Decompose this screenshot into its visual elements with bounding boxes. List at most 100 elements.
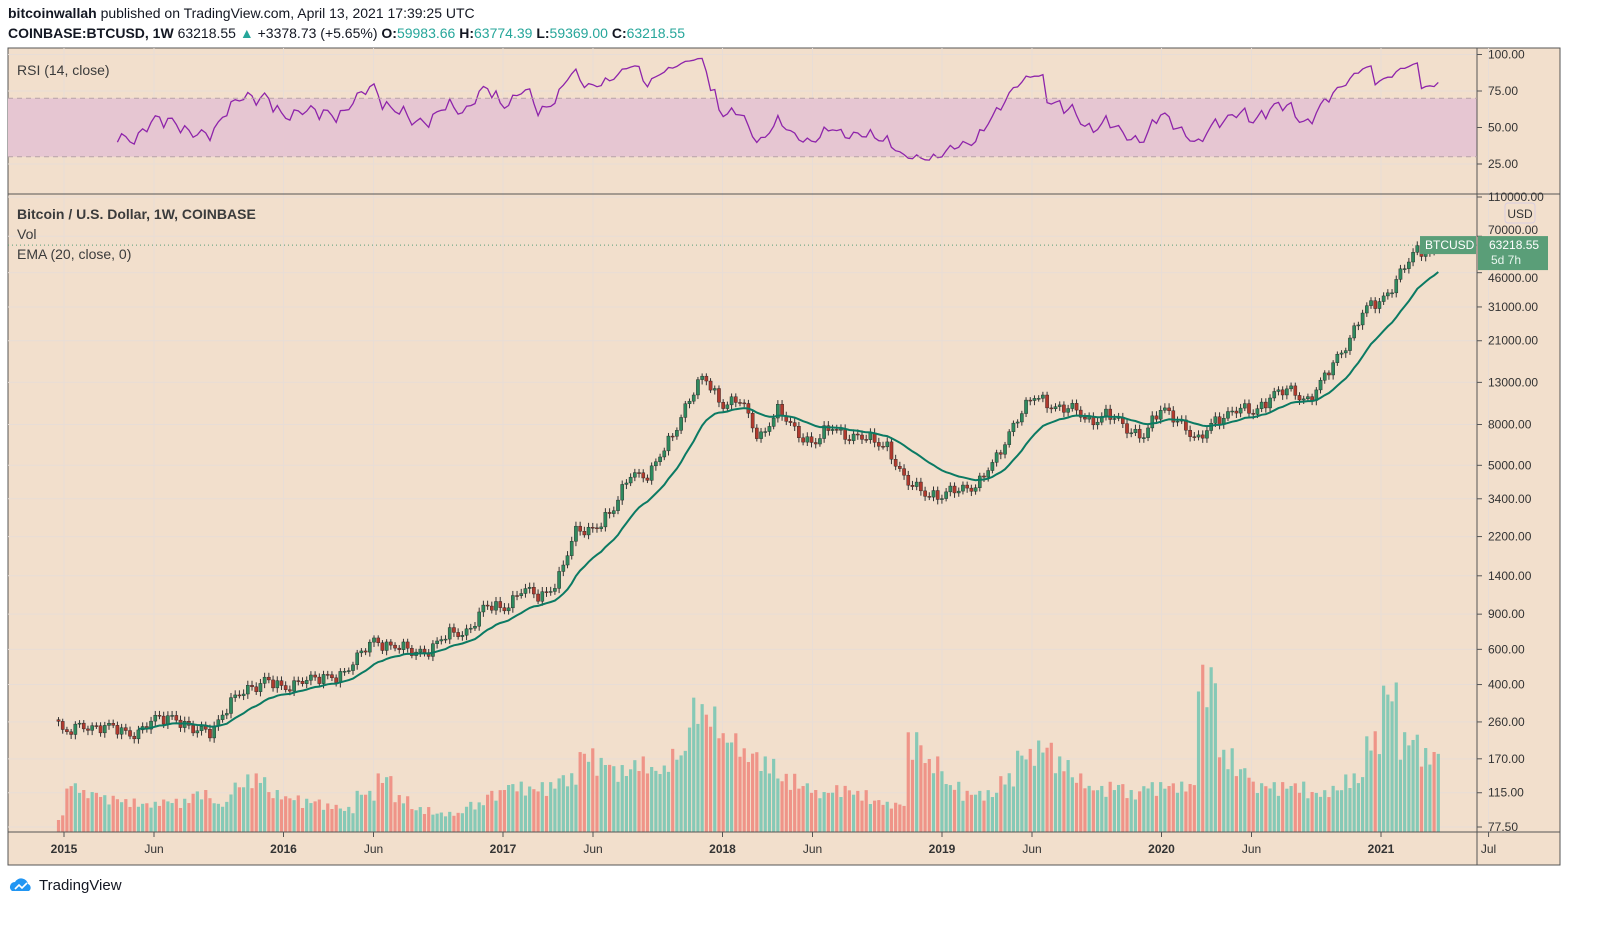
candle-body [670,435,675,438]
volume-bar [851,794,856,832]
volume-bar [1028,748,1032,832]
candle-body [1364,305,1369,314]
candle-body [136,729,141,740]
volume-bar [288,798,292,832]
volume-bar [292,800,296,832]
candle-body [1272,391,1277,399]
volume-bar [986,790,990,832]
candle-body [788,421,793,423]
candle-body [220,714,225,720]
low-value: 59369.00 [549,25,608,41]
volume-bar [1394,682,1398,832]
volume-bar [1154,795,1159,832]
volume-bar [1095,790,1100,832]
candle-body [1285,388,1289,396]
candle-body [515,595,519,597]
candle-body [839,428,843,431]
volume-bar [1260,783,1264,832]
candle-body [119,727,124,735]
candle-body [473,626,477,629]
volume-bar [208,798,212,832]
candle-body [447,627,452,640]
candle-body [410,648,414,656]
candle-body [1188,430,1192,437]
volume-bar [763,756,767,832]
ema-label: EMA (20, close, 0) [17,246,131,262]
volume-bar [1150,782,1154,832]
candle-body [1301,398,1306,401]
candle-body [914,481,919,487]
candle-body [1142,437,1146,439]
candle-body [346,670,351,672]
volume-bar [69,786,73,832]
volume-bar [696,723,700,832]
candle-body [498,601,503,608]
volume-bar [738,756,742,832]
time-tick-label: 2020 [1148,842,1175,856]
volume-bar [1289,786,1293,832]
tradingview-cloud-icon [10,878,31,891]
price-tick-label: 110000.00 [1488,190,1544,204]
candle-body [696,379,700,396]
candle-body [1205,430,1209,439]
volume-bar [418,807,422,832]
rsi-tick-label: 25.00 [1488,157,1518,171]
candle-body [532,587,536,595]
high-label: H: [459,25,475,41]
axes[interactable]: 110000.00 70000.00 46000.00 31000.00 21000.0… [51,48,1545,857]
volume-bar [1251,781,1255,832]
volume-bar [157,805,162,832]
volume-bar [498,790,502,832]
volume-bar [1062,771,1066,832]
volume-bar [1070,777,1074,832]
candle-body [317,676,322,684]
volume-bar [721,733,725,832]
volume-bar [582,753,586,832]
rsi-line [116,57,1439,161]
volume-bar [713,706,717,832]
candle-body [1276,389,1281,392]
currency-badge[interactable] [1504,202,1536,224]
candle-body [325,674,330,676]
volume-bar [271,798,275,832]
volume-bar [1318,796,1323,832]
candle-body [961,484,965,492]
volume-bar [170,803,174,832]
candle-body [797,426,801,438]
candle-body [645,477,650,481]
price-tick-label: 77.50 [1488,820,1518,834]
volume-bar [793,773,797,832]
volume-bar [961,800,965,832]
volume-bar [1192,785,1196,832]
author[interactable]: bitcoinwallah [8,5,97,21]
candle-body [780,404,784,417]
volume-bar [742,748,746,832]
volume-bar [591,748,595,832]
volume-bar [641,756,645,832]
candle-body [1167,407,1171,411]
candle-body [1343,350,1348,354]
candle-body [1217,416,1222,425]
volume-bar [780,781,784,832]
volume-bar [250,788,254,832]
volume-bar [1247,777,1251,832]
volume-bar [393,802,397,832]
volume-bar [557,778,561,832]
candle-body [910,485,915,487]
candle-body [834,429,839,431]
candle-body [1213,416,1218,424]
tradingview-logo[interactable]: TradingView [8,876,122,894]
volume-bar [835,785,839,832]
ema-line [138,271,1439,730]
volume-bar [578,752,582,832]
candle-body [1158,410,1163,420]
candle-body [935,490,940,500]
volume-bar [1003,784,1007,832]
volume-bar [1104,796,1108,832]
candle-body [1360,312,1365,326]
volume-bar [1365,736,1369,832]
time-tick-label: 2019 [929,842,956,856]
candle-body [893,459,898,467]
volume-bar [1335,790,1339,832]
